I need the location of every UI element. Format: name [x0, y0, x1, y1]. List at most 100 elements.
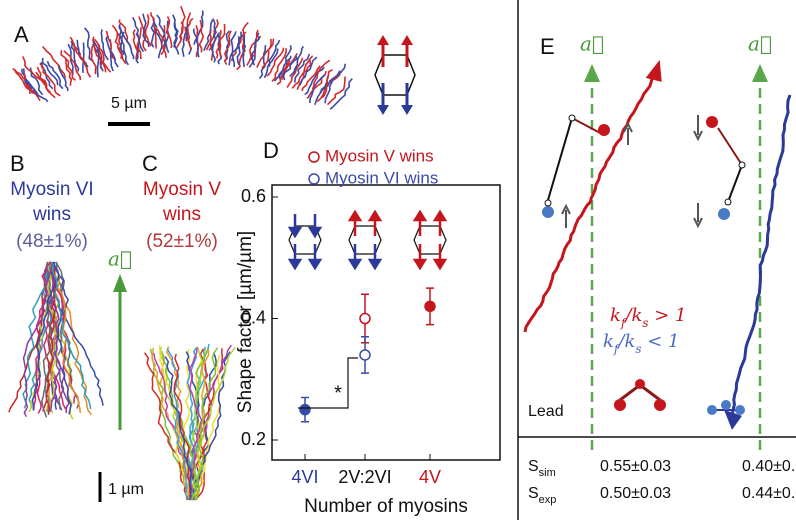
trajectory	[156, 14, 166, 48]
trajectory	[63, 50, 82, 81]
trajectory	[242, 34, 247, 68]
trajectories	[523, 59, 792, 430]
trajectory	[114, 33, 127, 65]
ratio-part: < 1	[642, 331, 680, 352]
trajectory	[282, 55, 298, 81]
ratio-part: f	[620, 316, 628, 330]
trajectory	[50, 261, 92, 410]
motor-icons	[287, 209, 448, 271]
trajectory	[65, 59, 73, 86]
trajectory	[105, 36, 119, 68]
motor-arrow	[412, 209, 428, 236]
ratio-part: s	[642, 316, 648, 330]
ratio-part: k	[610, 305, 621, 326]
trajectory	[149, 348, 193, 501]
trajectory	[60, 50, 76, 81]
point	[359, 349, 371, 361]
plot-frame	[271, 184, 501, 461]
trajectory	[41, 45, 67, 79]
table-cell: 0.40±0.04	[742, 458, 796, 475]
trajectory	[31, 261, 60, 411]
trajectory	[90, 46, 97, 75]
motor-arrow	[307, 214, 323, 239]
motor-arrow	[367, 209, 383, 236]
direction-arrow	[113, 274, 127, 430]
trajectory	[293, 53, 311, 83]
trace	[523, 67, 658, 333]
trajectory	[132, 29, 139, 60]
trajectory	[23, 79, 49, 103]
trajectory	[324, 70, 341, 104]
trajectory	[301, 65, 321, 92]
trajectory	[173, 353, 192, 501]
trajectory	[266, 47, 285, 77]
trajectory	[67, 43, 74, 75]
y-tick-label: 0.2	[241, 429, 266, 449]
panel-label: B	[10, 151, 25, 176]
trajectory	[57, 65, 69, 92]
motor-arrow	[412, 244, 428, 271]
trajectory	[223, 30, 231, 62]
symbol: S	[528, 458, 539, 475]
vector-label: a⃗	[748, 32, 772, 56]
trace-head	[724, 409, 743, 430]
panel-label: E	[540, 34, 555, 59]
vector-label: a⃗	[580, 32, 604, 56]
trajectory	[70, 40, 80, 72]
annotation: *	[334, 382, 342, 404]
scale-label: 1 µm	[108, 481, 144, 498]
trajectory	[326, 76, 346, 106]
table: Ssim 0.55±0.03 0.40±0.04 Sexp 0.50±0.03 0.44±…	[528, 458, 796, 506]
lead-label: Lead	[528, 403, 564, 420]
chart: 0.2 0.4 0.6 4VI 2V:2VI 4V Number of myosins Sha…	[235, 146, 468, 517]
trajectory	[186, 17, 194, 50]
motor-arrow	[347, 209, 363, 236]
ratio-label: kf/ks > 1	[610, 305, 687, 330]
motor-sketches	[542, 114, 746, 415]
trajectory	[268, 39, 281, 67]
trajectory	[160, 350, 201, 501]
trajectory	[191, 346, 236, 501]
trace	[730, 94, 792, 422]
row-label: Ssim	[528, 458, 556, 479]
trajectory	[41, 57, 59, 86]
trajectory	[304, 66, 325, 96]
motor-arrow	[432, 209, 448, 236]
panel-title: Myosin V	[143, 179, 221, 200]
trajectory	[236, 31, 243, 66]
trajectory	[92, 38, 104, 72]
legend-marker	[308, 151, 320, 163]
trajectory	[321, 68, 333, 99]
trajectory	[261, 38, 272, 69]
point	[424, 300, 436, 313]
motor-arrow	[432, 244, 448, 271]
point	[359, 312, 371, 325]
trajectory	[192, 28, 200, 58]
panel-label: C	[142, 151, 158, 176]
trace-head	[645, 59, 662, 82]
trajectory	[271, 48, 287, 82]
motor-arrow	[367, 244, 383, 271]
table-cell: 0.55±0.03	[600, 458, 671, 475]
trajectory	[205, 19, 219, 51]
trajectory	[173, 22, 180, 55]
trajectories	[143, 343, 236, 501]
trajectory	[100, 29, 109, 61]
x-tick-label: 4VI	[291, 467, 318, 487]
trajectory	[228, 31, 237, 66]
trajectory	[256, 38, 275, 68]
trajectory	[155, 27, 167, 58]
trajectory	[291, 60, 312, 89]
trajectory	[73, 42, 92, 78]
ratio-part: /k	[623, 305, 642, 326]
trajectory	[223, 30, 232, 65]
vector-label: a⃗	[108, 247, 132, 271]
trajectory	[39, 62, 61, 97]
trajectory	[22, 261, 53, 418]
trajectory	[286, 57, 304, 88]
panel-subtitle: wins	[162, 204, 201, 225]
trajectory	[278, 45, 292, 79]
subscript: sim	[539, 467, 556, 479]
trajectory	[84, 27, 94, 62]
trajectory	[218, 23, 226, 58]
